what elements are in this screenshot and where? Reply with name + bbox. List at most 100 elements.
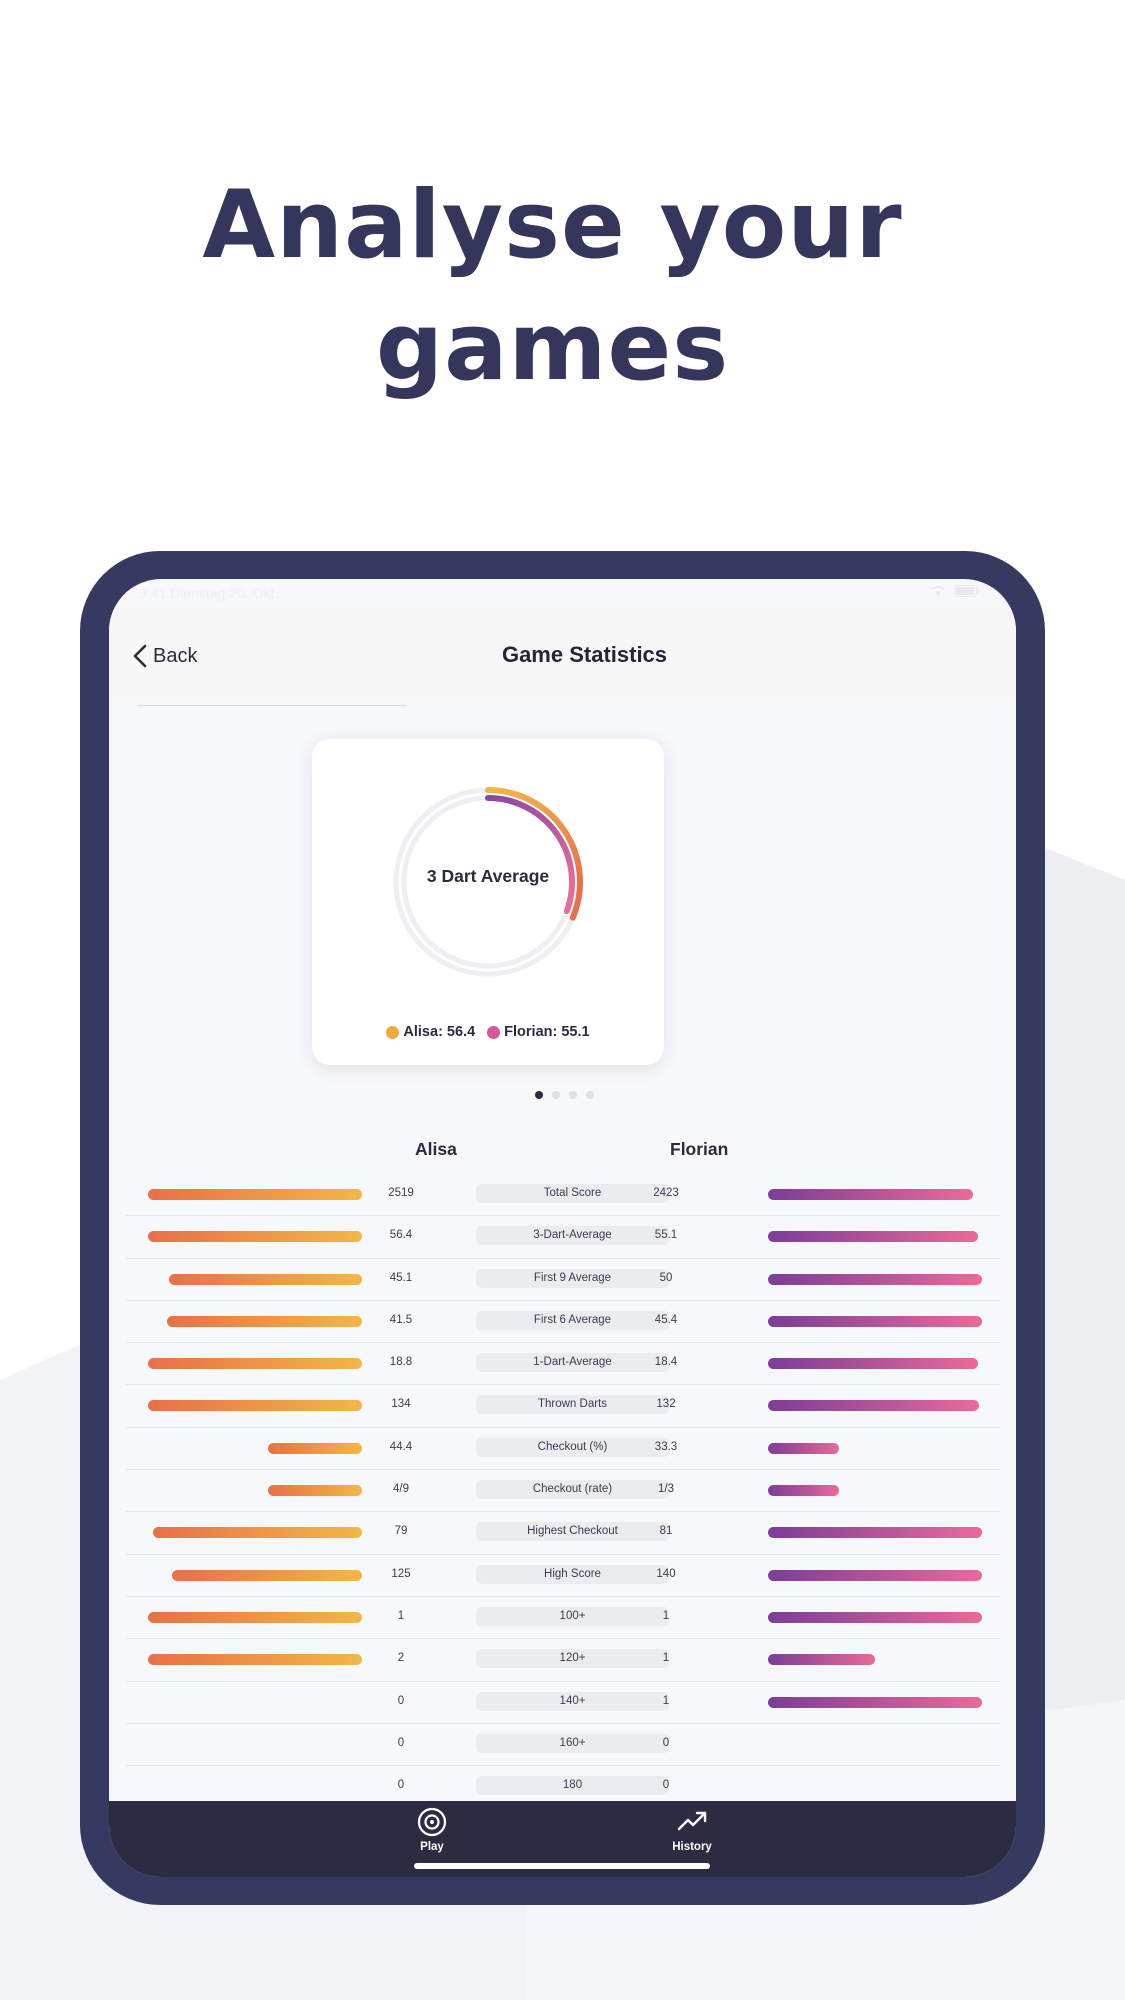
chevron-left-icon (133, 644, 147, 668)
stat-value-alisa: 79 (394, 1525, 408, 1538)
stat-value-alisa: 41.5 (389, 1313, 413, 1326)
page-title: Game Statistics (501, 642, 668, 667)
stat-bar-florian (768, 1231, 978, 1243)
stat-bar-alisa (169, 1273, 362, 1285)
stat-value-alisa: 0 (397, 1736, 405, 1749)
stat-value-alisa: 0 (397, 1779, 405, 1792)
stat-value-florian: 1 (662, 1694, 670, 1707)
stat-value-florian: 0 (662, 1736, 670, 1749)
stat-bar-alisa (148, 1400, 362, 1412)
stat-row: 0 140+ 1 (126, 1682, 1000, 1724)
tab-play-label: Play (420, 1841, 444, 1853)
stat-label: First 6 Average (476, 1310, 669, 1330)
stat-value-florian: 1/3 (658, 1483, 674, 1496)
stat-label: Highest Checkout (476, 1522, 669, 1542)
tablet-device-frame: 9:41 Dienstag 20. Okt. Back Game Statist… (80, 551, 1045, 1905)
stat-value-florian: 0 (662, 1779, 670, 1792)
tab-history[interactable]: History (642, 1807, 742, 1853)
page-indicator[interactable] (535, 1091, 603, 1099)
stat-value-florian: 132 (656, 1398, 676, 1411)
stat-bar-alisa (153, 1527, 362, 1539)
stat-bar-florian (768, 1400, 979, 1412)
stat-label: 3-Dart-Average (476, 1226, 669, 1246)
back-button[interactable]: Back (133, 641, 197, 671)
stat-value-alisa: 4/9 (393, 1483, 409, 1496)
stat-row: 2519 Total Score 2423 (126, 1174, 1000, 1217)
stat-label: 140+ (476, 1691, 669, 1711)
promo-headline: Analyse your games (0, 165, 1105, 409)
stat-row: 134 Thrown Darts 132 (126, 1385, 1000, 1428)
tab-play[interactable]: Play (382, 1807, 482, 1853)
stats-table: 2519 Total Score 2423 56.4 3-Dart-Average 55.… (126, 1174, 1000, 1809)
legend-label-alisa: Alisa: 56.4 (403, 1024, 476, 1040)
page-dot-2[interactable] (552, 1091, 560, 1099)
stat-bar-florian (768, 1696, 982, 1708)
stat-row: 2 120+ 1 (126, 1639, 1000, 1682)
stat-bar-florian (768, 1654, 875, 1666)
back-label: Back (153, 644, 198, 667)
stat-bar-alisa (172, 1569, 362, 1581)
ring-arc-florian (485, 795, 575, 915)
status-icons (930, 584, 980, 600)
stat-label: High Score (476, 1564, 669, 1584)
stat-value-florian: 140 (656, 1567, 676, 1580)
stat-value-florian: 1 (662, 1652, 670, 1665)
stat-row: 0 160+ 0 (126, 1724, 1000, 1767)
stat-value-alisa: 134 (391, 1398, 411, 1411)
legend-label-florian: Florian: 55.1 (504, 1024, 590, 1040)
app-screen: 9:41 Dienstag 20. Okt. Back Game Statist… (109, 579, 1016, 1877)
stat-row: 41.5 First 6 Average 45.4 (126, 1301, 1000, 1344)
chart-legend: Alisa: 56.4 Florian: 55.1 (312, 1024, 664, 1040)
stat-value-alisa: 2519 (388, 1187, 414, 1199)
stat-value-alisa: 18.8 (389, 1356, 413, 1369)
stat-label: Thrown Darts (476, 1395, 669, 1415)
stat-bar-florian (768, 1485, 839, 1497)
stat-row: 125 High Score 140 (126, 1555, 1000, 1597)
stat-bar-alisa (148, 1231, 362, 1243)
stat-value-florian: 81 (659, 1525, 673, 1538)
target-icon (417, 1807, 447, 1837)
stat-label: Checkout (rate) (476, 1480, 669, 1500)
stat-value-florian: 18.4 (654, 1356, 678, 1369)
stat-bar-alisa (148, 1358, 362, 1370)
legend-item-alisa: Alisa: 56.4 (386, 1024, 475, 1040)
legend-dot-alisa (386, 1025, 400, 1039)
stat-bar-florian (768, 1315, 982, 1327)
stat-bar-alisa (148, 1611, 362, 1623)
stat-bar-alisa (167, 1315, 362, 1327)
stat-bar-florian (768, 1442, 839, 1454)
battery-icon (954, 585, 980, 597)
stat-value-florian: 55.1 (654, 1229, 678, 1242)
chart-card[interactable]: 3 Dart Average Alisa: 56.4 Florian: 55.1 (312, 739, 664, 1065)
stat-row: 4/9 Checkout (rate) 1/3 (126, 1470, 1000, 1513)
stat-label: 160+ (476, 1733, 669, 1753)
status-time: 9:41 Dienstag 20. Okt. (139, 585, 279, 601)
stat-bar-alisa (148, 1654, 362, 1666)
stat-label: Total Score (476, 1184, 669, 1203)
stat-bar-florian (768, 1527, 982, 1539)
stat-value-alisa: 44.4 (389, 1440, 413, 1453)
stat-row: 56.4 3-Dart-Average 55.1 (126, 1216, 1000, 1259)
stat-label: 100+ (476, 1606, 669, 1626)
page-dot-4[interactable] (586, 1091, 594, 1099)
page-dot-3[interactable] (569, 1091, 577, 1099)
headline-line-1: Analyse your (202, 171, 903, 280)
stat-bar-alisa (268, 1485, 362, 1497)
tab-history-label: History (672, 1841, 712, 1853)
page-dot-1[interactable] (535, 1091, 543, 1099)
legend-dot-florian (487, 1025, 501, 1039)
wifi-icon (931, 586, 945, 596)
player-a-name: Alisa (415, 1139, 457, 1159)
stat-row: 45.1 First 9 Average 50 (126, 1259, 1000, 1301)
navigation-bar: Back Game Statistics (109, 607, 1016, 701)
radial-chart (393, 787, 583, 977)
chart-center-label: 3 Dart Average (426, 866, 550, 886)
stat-label: 1-Dart-Average (476, 1353, 669, 1373)
tab-bar: Play History (109, 1801, 1016, 1877)
stat-value-alisa: 1 (397, 1609, 405, 1622)
stat-value-alisa: 0 (397, 1694, 405, 1707)
status-bar: 9:41 Dienstag 20. Okt. (109, 579, 1016, 607)
stat-bar-florian (768, 1273, 982, 1285)
stat-row: 1 100+ 1 (126, 1597, 1000, 1640)
segment-underline (137, 705, 407, 706)
